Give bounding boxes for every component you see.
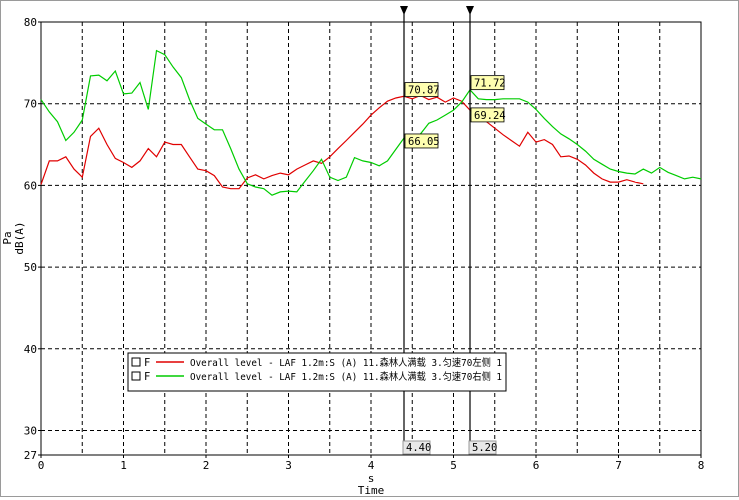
cursor-handle-icon[interactable] bbox=[466, 6, 474, 15]
x-tick-label: 2 bbox=[203, 459, 210, 472]
cursor-x-readout-box bbox=[468, 440, 497, 455]
x-tick-label: 6 bbox=[533, 459, 540, 472]
cursor-y-readout: 66.05 bbox=[408, 136, 440, 148]
x-tick-label: 4 bbox=[368, 459, 375, 472]
cursor-x-readout: 4.40 bbox=[406, 442, 431, 454]
x-tick-label: 3 bbox=[285, 459, 292, 472]
cursor-y-readout-box bbox=[470, 107, 505, 123]
y-tick-label: 50 bbox=[24, 261, 37, 274]
cursor-y-readout: 70.87 bbox=[408, 85, 440, 97]
cursor-y-readout: 69.24 bbox=[474, 110, 506, 122]
cursor-y-readout: 71.72 bbox=[474, 78, 506, 90]
y-tick-label: 80 bbox=[24, 16, 37, 29]
series-line-right bbox=[40, 49, 702, 196]
x-tick-label: 0 bbox=[38, 459, 45, 472]
y-tick-label: 27 bbox=[24, 449, 37, 462]
cursor-x-readout-box bbox=[402, 440, 431, 455]
y-tick-label: 30 bbox=[24, 424, 37, 437]
legend: F Overall level - LAF 1.2m:S (A) 11.森林人满载… bbox=[127, 352, 507, 392]
cursor-y-readout-box bbox=[404, 82, 439, 97]
x-axis-unit: s bbox=[368, 472, 375, 485]
legend-prefix: F bbox=[144, 357, 150, 369]
y-tick-label: 40 bbox=[24, 343, 37, 356]
y-tick-label: 60 bbox=[24, 179, 37, 192]
cursors[interactable]: 4.40 70.87 66.05 5.20 71.72 69.24 bbox=[400, 6, 506, 455]
x-axis-label: Time bbox=[358, 484, 385, 496]
x-tick-label: 8 bbox=[698, 459, 705, 472]
x-tick-label: 5 bbox=[450, 459, 457, 472]
cursor-y-readout-box bbox=[404, 133, 439, 149]
legend-entry-label: Overall level - LAF 1.2m:S (A) 11.森林人满载 … bbox=[190, 356, 502, 369]
cursor-handle-icon[interactable] bbox=[400, 6, 408, 15]
legend-checkbox bbox=[131, 371, 141, 381]
legend-prefix: F bbox=[144, 371, 150, 383]
cursor-x-readout: 5.20 bbox=[472, 442, 497, 454]
x-tick-label: 1 bbox=[120, 459, 127, 472]
legend-entry-label: Overall level - LAF 1.2m:S (A) 11.森林人满载 … bbox=[190, 370, 502, 383]
cursor-y-readout-box bbox=[470, 75, 505, 91]
series-lines bbox=[40, 49, 702, 196]
y-tick-label: 70 bbox=[24, 98, 37, 111]
legend-box bbox=[127, 352, 507, 392]
y-axis-label: dB(A) bbox=[13, 221, 26, 254]
legend-checkbox bbox=[131, 357, 141, 367]
x-tick-label: 7 bbox=[615, 459, 622, 472]
x-axis-ticks: 0 1 2 3 4 5 6 7 8 bbox=[38, 455, 705, 472]
y-axis-ticks: 27 30 40 50 60 70 80 bbox=[24, 16, 41, 462]
y-axis-unit: Pa bbox=[1, 231, 14, 244]
series-line-left bbox=[40, 94, 644, 190]
